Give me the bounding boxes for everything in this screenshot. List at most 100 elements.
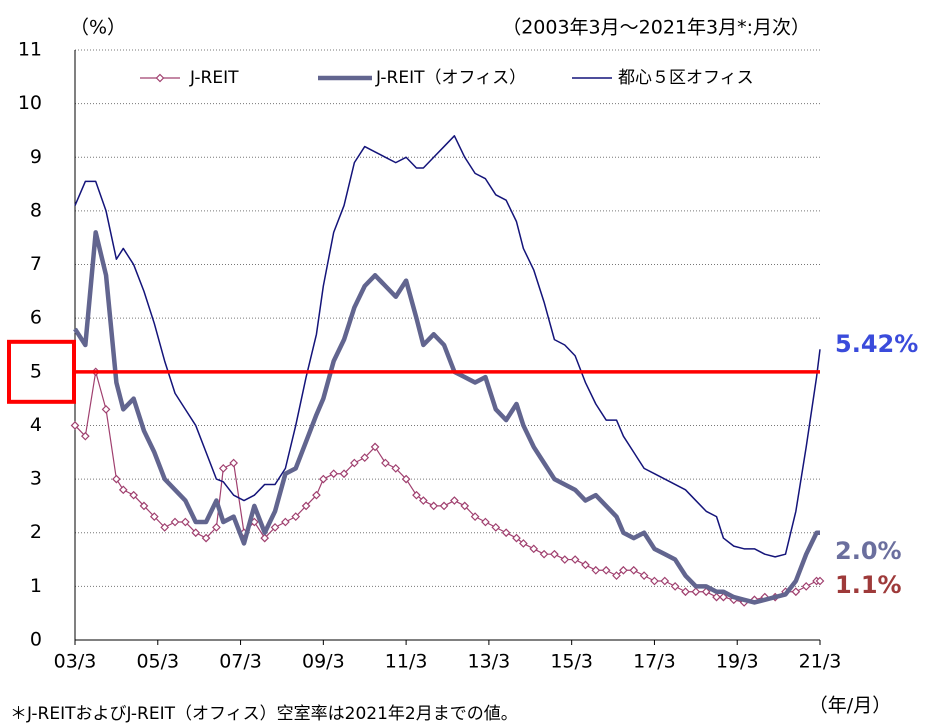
point-marker — [412, 490, 421, 500]
point-marker — [218, 464, 228, 473]
point-marker — [70, 421, 80, 430]
point-marker — [491, 523, 501, 532]
point-marker — [629, 565, 639, 575]
point-marker — [560, 555, 570, 564]
point-marker — [650, 576, 659, 586]
y-tick-label: 6 — [30, 307, 42, 329]
point-marker — [550, 549, 559, 559]
point-marker — [350, 458, 359, 468]
point-marker — [519, 539, 528, 548]
point-marker — [612, 571, 621, 580]
y-tick-label: 3 — [30, 468, 42, 490]
end-annotation: 2.0% — [835, 537, 902, 565]
point-marker — [112, 474, 121, 484]
x-tick-label: 21/3 — [799, 651, 842, 673]
point-marker — [691, 587, 701, 597]
x-axis-label: （年/月） — [809, 695, 891, 717]
point-marker — [815, 576, 825, 586]
point-marker — [370, 442, 380, 452]
footnote: ＊J-REITおよびJ-REIT（オフィス）空室率は2021年2月までの値。 — [10, 704, 518, 724]
point-marker — [419, 496, 428, 505]
point-marker — [381, 458, 390, 468]
y-tick-label: 8 — [30, 199, 42, 221]
point-marker — [460, 501, 470, 511]
highlight-box — [7, 339, 76, 404]
series-line — [74, 371, 820, 604]
x-tick-label: 09/3 — [302, 651, 345, 673]
y-axis-label: （%） — [70, 17, 126, 39]
point-marker — [391, 464, 401, 473]
point-marker — [101, 405, 111, 414]
point-marker — [539, 549, 549, 559]
point-marker — [450, 496, 459, 505]
point-marker — [229, 458, 239, 468]
point-marker — [329, 469, 339, 479]
point-marker — [619, 565, 628, 575]
point-marker — [201, 533, 211, 543]
point-marker — [801, 582, 811, 591]
point-marker — [501, 528, 511, 538]
point-marker — [149, 512, 159, 521]
x-tick-label: 05/3 — [136, 651, 179, 673]
point-marker — [139, 501, 149, 511]
point-marker — [529, 544, 539, 554]
point-marker — [170, 517, 180, 527]
point-marker — [301, 501, 311, 511]
point-marker — [291, 512, 301, 521]
x-tick-label: 13/3 — [468, 651, 511, 673]
point-marker — [260, 533, 270, 543]
point-marker — [181, 517, 190, 527]
legend-marker — [155, 73, 165, 83]
y-tick-label: 1 — [30, 575, 42, 597]
y-tick-label: 5 — [30, 360, 42, 382]
point-marker — [160, 523, 170, 532]
point-marker — [701, 587, 711, 597]
y-tick-label: 0 — [30, 629, 42, 651]
point-marker — [670, 582, 680, 591]
point-marker — [591, 565, 601, 575]
point-marker — [339, 469, 349, 479]
legend-label: 都心５区オフィス — [618, 68, 754, 88]
point-marker — [570, 555, 580, 564]
point-marker — [660, 576, 670, 586]
point-marker — [212, 523, 221, 532]
point-marker — [719, 592, 728, 602]
legend-label: J-REIT（オフィス） — [375, 68, 526, 88]
point-marker — [118, 485, 128, 495]
point-marker — [712, 592, 721, 602]
x-tick-label: 15/3 — [550, 651, 593, 673]
x-tick-label: 19/3 — [716, 651, 759, 673]
end-annotation: 5.42% — [835, 330, 918, 358]
x-tick-label: 03/3 — [54, 651, 97, 673]
y-tick-label: 9 — [30, 146, 42, 168]
point-marker — [791, 587, 801, 597]
point-marker — [581, 560, 590, 570]
point-marker — [639, 571, 649, 580]
y-tick-label: 2 — [30, 521, 42, 543]
legend-label: J-REIT — [189, 68, 239, 88]
point-marker — [512, 533, 521, 543]
point-marker — [681, 587, 690, 597]
end-annotation: 1.1% — [835, 571, 902, 599]
y-tick-label: 10 — [18, 92, 42, 114]
series-line — [73, 230, 820, 605]
y-tick-label: 7 — [30, 253, 42, 275]
x-tick-label: 07/3 — [219, 651, 262, 673]
y-tick-label: 11 — [18, 39, 42, 61]
point-marker — [191, 528, 201, 538]
point-marker — [318, 474, 328, 484]
point-marker — [270, 523, 280, 532]
point-marker — [80, 431, 90, 441]
series-line — [74, 135, 821, 558]
point-marker — [439, 501, 449, 511]
x-tick-label: 17/3 — [633, 651, 676, 673]
x-tick-label: 11/3 — [385, 651, 428, 673]
point-marker — [481, 517, 490, 527]
chart-subtitle: （2003年3月～2021年3月*:月次） — [502, 17, 810, 39]
point-marker — [401, 474, 411, 484]
y-tick-label: 4 — [30, 414, 42, 436]
point-marker — [281, 517, 290, 527]
point-marker — [429, 501, 439, 511]
point-marker — [360, 453, 370, 462]
